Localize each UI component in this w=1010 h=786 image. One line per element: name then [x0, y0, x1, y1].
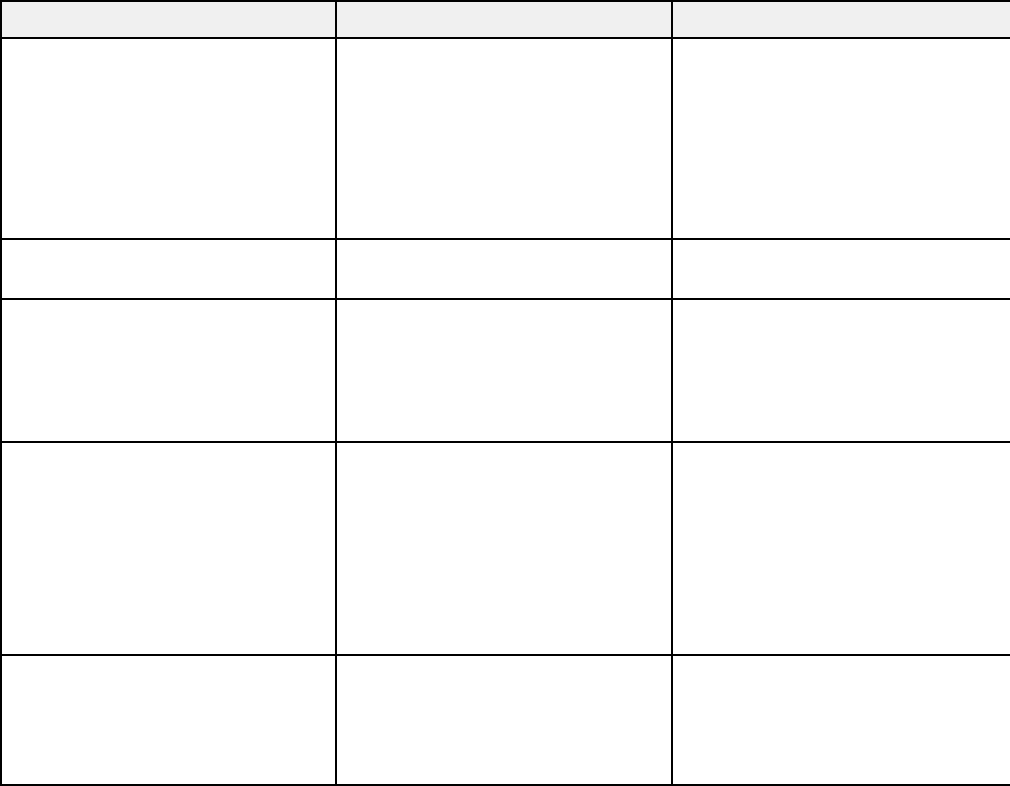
table-cell [0, 653, 337, 786]
table-cell [671, 440, 1010, 656]
table-row [0, 36, 1010, 241]
table-cell [671, 238, 1010, 301]
table-cell [0, 298, 337, 443]
table-header-row [0, 0, 1010, 39]
table-cell [335, 440, 673, 656]
table-row [0, 440, 1010, 656]
table-cell [0, 36, 337, 241]
table-cell [671, 36, 1010, 241]
table-row [0, 238, 1010, 301]
table-cell [671, 653, 1010, 786]
column-header [671, 0, 1010, 39]
column-header [335, 0, 673, 39]
table-cell [335, 238, 673, 301]
table-row [0, 653, 1010, 786]
table-cell [335, 653, 673, 786]
table-cell [0, 440, 337, 656]
column-header [0, 0, 337, 39]
table-cell [335, 298, 673, 443]
table-row [0, 298, 1010, 443]
table-cell [671, 298, 1010, 443]
table-cell [335, 36, 673, 241]
table-cell [0, 238, 337, 301]
